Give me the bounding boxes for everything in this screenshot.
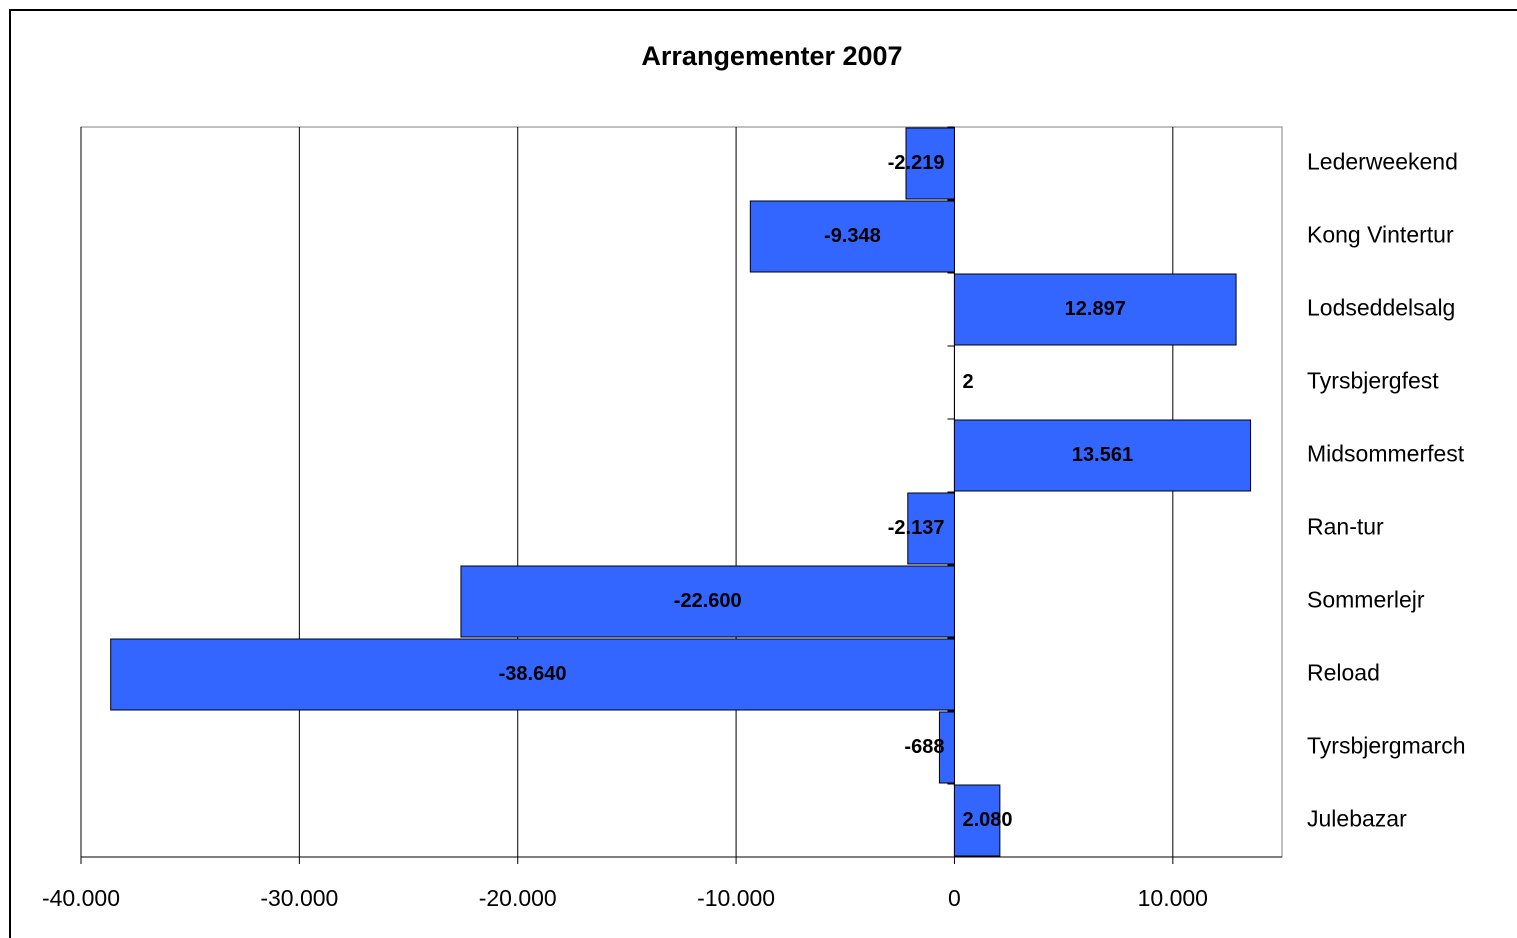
- category-label: Reload: [1307, 660, 1380, 686]
- x-tick-label: -30.000: [260, 885, 338, 911]
- bar: [938, 711, 955, 784]
- value-label: -2.219: [888, 152, 945, 174]
- value-label: 12.897: [1065, 298, 1126, 320]
- plot-area: [80, 126, 1283, 858]
- x-tick-label: 0: [948, 885, 961, 911]
- value-label: 2.080: [962, 809, 1012, 831]
- value-label: -22.600: [674, 590, 742, 612]
- bar: [953, 784, 1001, 857]
- category-label: Sommerlejr: [1307, 587, 1425, 613]
- bar: [953, 273, 1237, 346]
- value-label: -9.348: [824, 225, 881, 247]
- bar: [460, 565, 955, 638]
- value-label: -2.137: [888, 517, 945, 539]
- value-label: -688: [904, 736, 944, 758]
- category-label: Tyrsbjergfest: [1307, 368, 1439, 394]
- category-label: Kong Vintertur: [1307, 222, 1454, 248]
- bar: [905, 127, 955, 200]
- category-label: Julebazar: [1307, 806, 1407, 832]
- x-tick-label: -10.000: [697, 885, 775, 911]
- bar: [953, 419, 1252, 492]
- value-label: 13.561: [1072, 444, 1133, 466]
- category-label: Midsommerfest: [1307, 441, 1465, 467]
- x-tick-label: 10.000: [1138, 885, 1208, 911]
- category-label: Ran-tur: [1307, 514, 1384, 540]
- chart-title: Arrangementer 2007: [641, 41, 902, 71]
- value-label: -38.640: [499, 663, 567, 685]
- category-label: Lederweekend: [1307, 149, 1458, 175]
- bar: [110, 638, 955, 711]
- bar: [907, 492, 955, 565]
- x-tick-label: -20.000: [479, 885, 557, 911]
- category-label: Tyrsbjergmarch: [1307, 733, 1465, 759]
- x-tick-label: -40.000: [42, 885, 120, 911]
- value-label: 2: [962, 371, 973, 393]
- category-label: Lodseddelsalg: [1307, 295, 1455, 321]
- bar: [749, 200, 955, 273]
